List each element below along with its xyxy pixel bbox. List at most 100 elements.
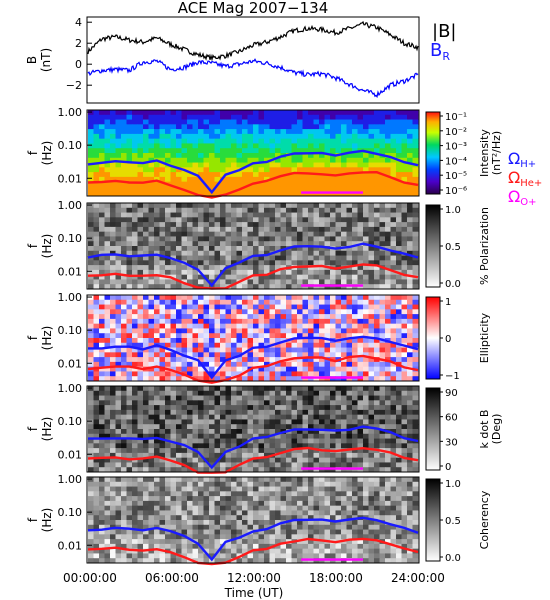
heatmap-cell	[357, 405, 364, 411]
heatmap-cell	[121, 129, 127, 135]
heatmap-cell	[319, 333, 325, 339]
heatmap-cell	[176, 400, 182, 406]
heatmap-cell	[220, 400, 226, 406]
heatmap-cell	[99, 162, 105, 168]
heatmap-cell	[187, 153, 193, 159]
heatmap-cell	[148, 314, 155, 320]
heatmap-cell	[88, 457, 94, 463]
heatmap-cell	[154, 496, 160, 502]
heatmap-cell	[374, 361, 380, 368]
heatmap-cell	[286, 452, 292, 459]
heatmap-cell	[346, 217, 353, 223]
heatmap-cell	[192, 500, 199, 507]
heatmap-cell	[159, 419, 166, 425]
gyro-line-he	[87, 446, 419, 474]
heatmap-cell	[176, 457, 182, 463]
heatmap-cell	[330, 438, 336, 444]
heatmap-cell	[341, 496, 347, 502]
heatmap-cell	[165, 352, 171, 358]
heatmap-cell	[231, 207, 237, 213]
heatmap-cell	[154, 265, 160, 271]
heatmap-cell	[275, 371, 281, 377]
heatmap-cell	[236, 191, 243, 197]
heatmap-cell	[203, 390, 210, 396]
heatmap-cell	[137, 246, 144, 252]
heatmap-cell	[341, 366, 347, 372]
heatmap-cell	[302, 148, 309, 154]
heatmap-cell	[269, 323, 276, 329]
heatmap-cell	[214, 138, 221, 144]
heatmap-cell	[291, 162, 298, 168]
heatmap-cell	[286, 510, 292, 516]
heatmap-cell	[231, 176, 237, 183]
heatmap-cell	[390, 433, 397, 439]
heatmap-cell	[181, 376, 188, 382]
heatmap-cell	[121, 366, 127, 372]
heatmap-cell	[352, 217, 358, 223]
heatmap-cell	[88, 236, 94, 242]
heatmap-cell	[170, 318, 177, 325]
heatmap-cell	[209, 279, 215, 285]
heatmap-cell	[319, 424, 325, 430]
heatmap-cell	[220, 162, 226, 168]
heatmap-cell	[401, 347, 408, 353]
heatmap-cell	[159, 212, 166, 218]
heatmap-cell	[132, 255, 138, 261]
heatmap-cell	[225, 424, 232, 430]
heatmap-cell	[324, 284, 331, 290]
heatmap-cell	[104, 114, 111, 120]
heatmap-cell	[176, 119, 182, 125]
heatmap-cell	[346, 510, 353, 516]
panel-kdotb-frame	[86, 385, 420, 473]
heatmap-cell	[324, 395, 331, 401]
heatmap-cell	[308, 314, 314, 320]
heatmap-cell	[258, 376, 265, 382]
heatmap-cell	[390, 226, 397, 233]
heatmap-cell	[319, 433, 325, 439]
heatmap-cell	[176, 241, 182, 247]
heatmap-cell	[390, 366, 397, 372]
heatmap-cell	[88, 124, 94, 130]
heatmap-cell	[258, 295, 265, 301]
heatmap-cell	[110, 390, 116, 396]
heatmap-cell	[231, 486, 237, 492]
panel-y-label: f	[26, 150, 40, 155]
heatmap-cell	[335, 457, 342, 463]
heatmap-cell	[99, 299, 105, 305]
heatmap-cell	[110, 299, 116, 305]
heatmap-cell	[247, 314, 254, 320]
heatmap-cell	[242, 212, 248, 218]
heatmap-cell	[165, 371, 171, 377]
heatmap-cell	[137, 181, 144, 187]
heatmap-cell	[198, 352, 204, 358]
heatmap-cell	[247, 424, 254, 430]
heatmap-cell	[187, 172, 193, 178]
heatmap-cell	[115, 217, 122, 223]
heatmap-cell	[110, 333, 116, 339]
heatmap-cell	[407, 357, 413, 363]
heatmap-cell	[236, 510, 243, 516]
heatmap-cell	[297, 371, 303, 377]
heatmap-cell	[319, 191, 325, 197]
heatmap-cell	[99, 167, 105, 173]
heatmap-cell	[214, 515, 221, 521]
heatmap-cell	[357, 186, 364, 192]
heatmap-cell	[203, 361, 210, 368]
heatmap-cell	[126, 314, 133, 320]
heatmap-cell	[88, 217, 94, 223]
heatmap-cell	[236, 328, 243, 334]
heatmap-cell	[401, 457, 408, 463]
heatmap-cell	[220, 510, 226, 516]
heatmap-cell	[302, 260, 309, 266]
heatmap-cell	[357, 176, 364, 183]
heatmap-cell	[214, 269, 221, 276]
heatmap-cell	[170, 119, 177, 125]
heatmap-cell	[385, 133, 391, 140]
heatmap-cell	[148, 376, 155, 382]
heatmap-cell	[297, 481, 303, 487]
heatmap-cell	[308, 361, 314, 368]
heatmap-cell	[181, 314, 188, 320]
heatmap-cell	[148, 371, 155, 377]
heatmap-cell	[368, 217, 375, 223]
heatmap-cell	[121, 304, 127, 310]
